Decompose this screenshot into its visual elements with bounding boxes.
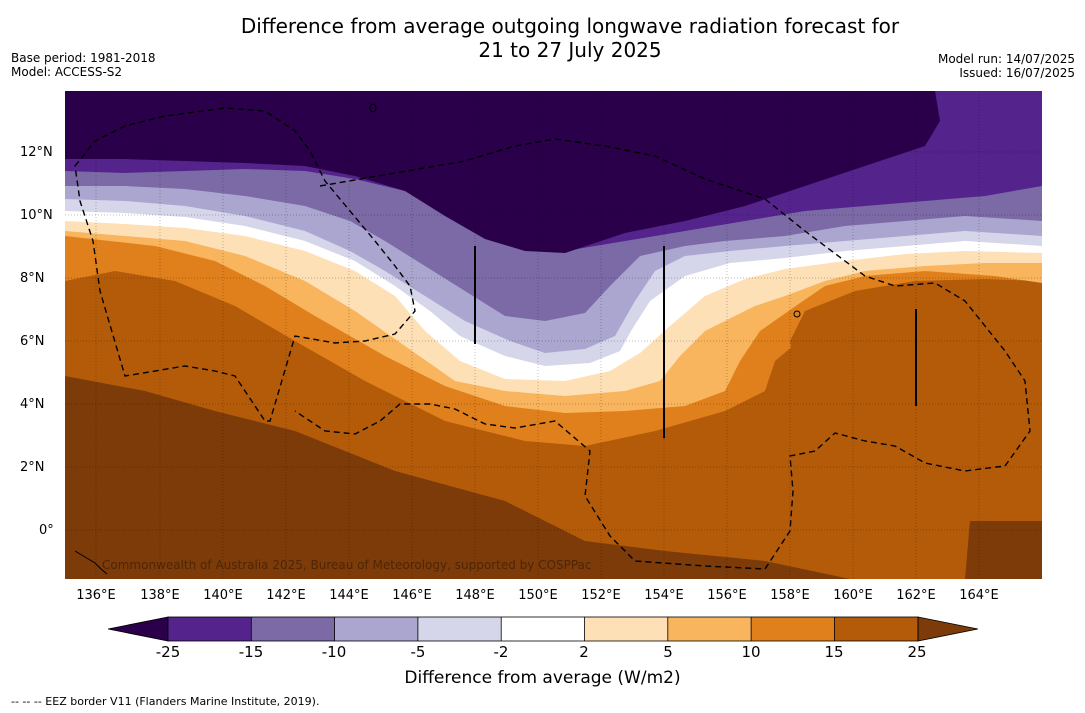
- lat-label: 0°: [39, 523, 54, 538]
- colorbar-segment: [834, 617, 918, 641]
- gridlines: [65, 91, 1042, 579]
- colorbar-svg: [107, 616, 979, 642]
- lon-label: 160°E: [833, 588, 873, 603]
- colorbar-tick: 25: [907, 643, 927, 661]
- lat-label: 12°N: [20, 145, 53, 160]
- title-line-1: Difference from average outgoing longwav…: [240, 14, 900, 38]
- lat-label: 4°N: [20, 397, 45, 412]
- lon-label: 162°E: [896, 588, 936, 603]
- lon-label: 156°E: [707, 588, 747, 603]
- lat-label: 6°N: [20, 334, 45, 349]
- colorbar-tick: -10: [321, 643, 347, 661]
- title-line-2: 21 to 27 July 2025: [478, 38, 662, 62]
- colorbar-segment: [667, 617, 752, 641]
- lon-label: 140°E: [203, 588, 243, 603]
- run-info: Model run: 14/07/2025 Issued: 16/07/2025: [938, 52, 1075, 80]
- model-run: Model run: 14/07/2025: [937, 52, 1075, 66]
- colorbar-segment: [751, 617, 835, 641]
- colorbar-segment: [917, 616, 979, 642]
- islands: [74, 103, 801, 575]
- base-period: Base period: 1981-2018: [11, 51, 156, 65]
- colorbar-tick: -5: [410, 643, 426, 661]
- colorbar-tick: 10: [741, 643, 761, 661]
- colorbar: [107, 615, 979, 643]
- colorbar-segment: [168, 617, 252, 641]
- eez-borders: [74, 107, 1031, 570]
- eez-border-palau-fsm: [74, 107, 416, 422]
- colorbar-segment: [334, 617, 418, 641]
- colorbar-tick: 2: [579, 643, 589, 661]
- copyright-credit: Commonwealth of Australia 2025, Bureau o…: [102, 558, 592, 572]
- lat-label: 10°N: [20, 208, 53, 223]
- olr-anomaly-map: [65, 91, 1042, 579]
- lon-label: 154°E: [644, 588, 684, 603]
- colorbar-tick: -15: [238, 643, 264, 661]
- colorbar-label: Difference from average (W/m2): [404, 668, 681, 688]
- colorbar-segment: [251, 617, 335, 641]
- eez-footnote: -- -- -- EEZ border V11 (Flanders Marine…: [11, 695, 320, 708]
- lon-label: 158°E: [770, 588, 810, 603]
- colorbar-tick: 15: [824, 643, 844, 661]
- issued-date: Issued: 16/07/2025: [959, 66, 1075, 80]
- colorbar-segment: [107, 616, 169, 642]
- island-markers: [474, 246, 917, 438]
- model-name: Model: ACCESS-S2: [11, 65, 123, 79]
- lon-label: 138°E: [140, 588, 180, 603]
- map-title: Difference from average outgoing longwav…: [0, 14, 1085, 62]
- lon-label: 164°E: [959, 588, 999, 603]
- lon-label: 142°E: [266, 588, 306, 603]
- colorbar-segment: [501, 617, 585, 641]
- lat-label: 2°N: [20, 460, 45, 475]
- colorbar-segment: [417, 617, 502, 641]
- lon-label: 152°E: [581, 588, 621, 603]
- lon-label: 150°E: [518, 588, 558, 603]
- lon-label: 144°E: [329, 588, 369, 603]
- colorbar-tick: 5: [663, 643, 673, 661]
- lon-label: 136°E: [76, 588, 116, 603]
- colorbar-tick: -25: [155, 643, 181, 661]
- colorbar-tick: -2: [493, 643, 509, 661]
- model-info: Base period: 1981-2018 Model: ACCESS-S2: [11, 51, 156, 79]
- colorbar-segment: [584, 617, 668, 641]
- lon-label: 146°E: [392, 588, 432, 603]
- band-below-neg25: [65, 91, 940, 253]
- lon-label: 148°E: [455, 588, 495, 603]
- map-canvas: [65, 91, 1042, 579]
- lat-label: 8°N: [20, 271, 45, 286]
